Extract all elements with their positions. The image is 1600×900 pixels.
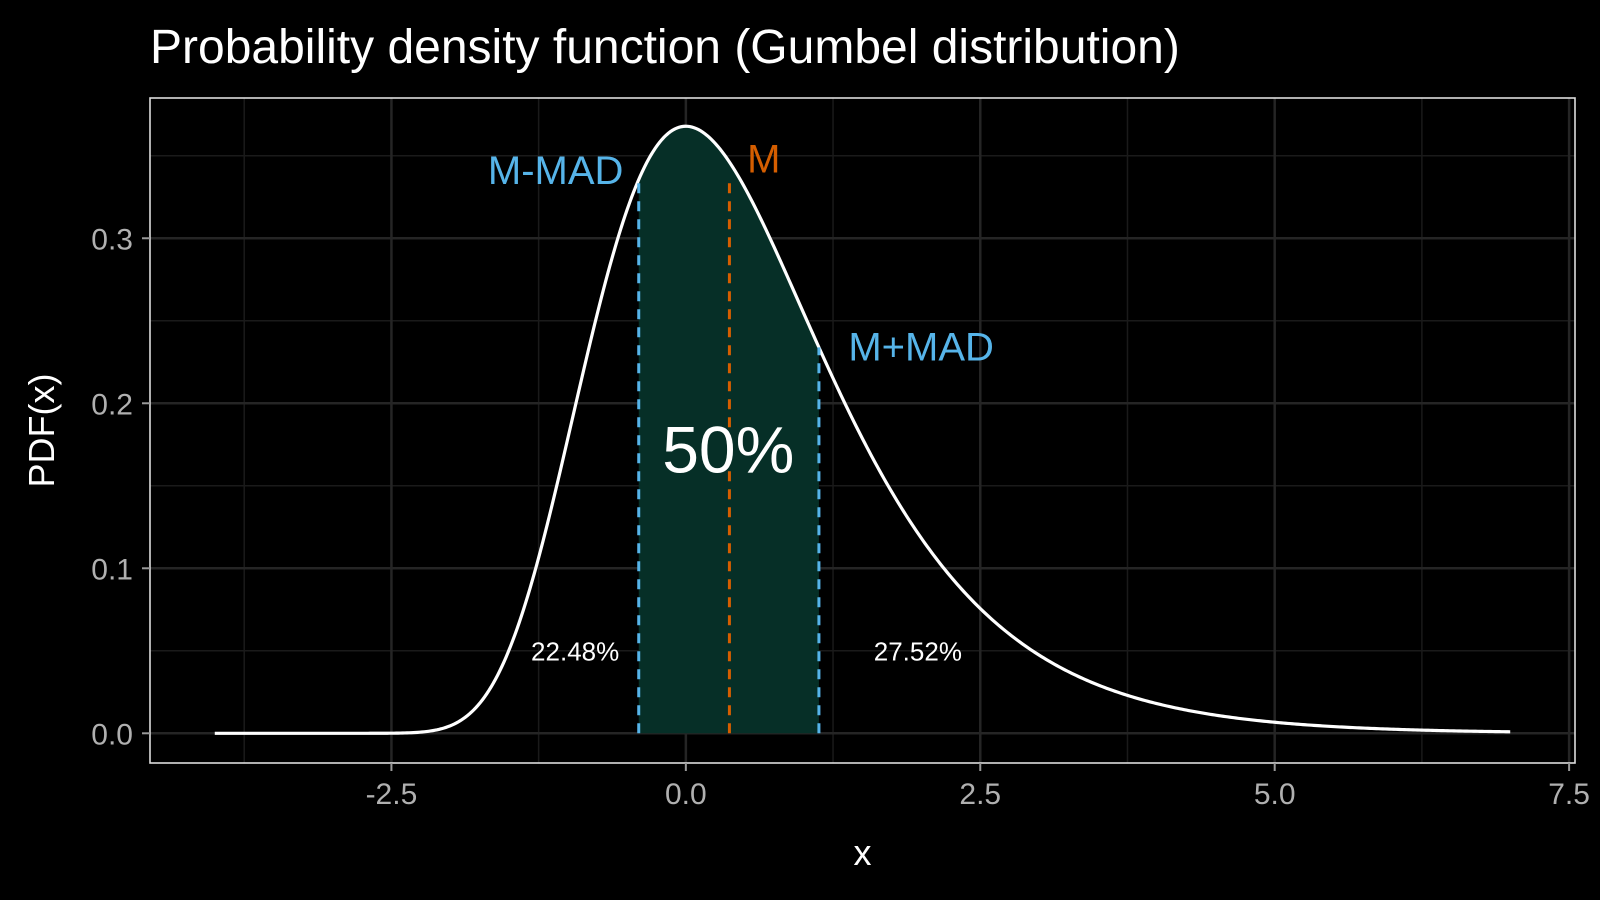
- marker-layer: [637, 182, 821, 734]
- x-tick-label: 2.5: [959, 778, 1001, 811]
- shaded-region-label: 50%: [662, 413, 794, 487]
- left-tail-label: 22.48%: [531, 637, 619, 667]
- shade-layer: [638, 126, 819, 734]
- marker-label-mplusmad: M+MAD: [848, 325, 994, 369]
- curve-layer: [214, 124, 1511, 735]
- chart-title: Probability density function (Gumbel dis…: [150, 21, 1180, 74]
- axis-layer: -2.5 0.0 2.5 5.0 7.5 0.0 0.1 0.2 0.3: [91, 223, 1590, 811]
- panel-border: [149, 97, 1576, 764]
- y-tick-label: 0.3: [91, 223, 133, 256]
- marker-label-m: M: [747, 137, 780, 181]
- right-tail-label: 27.52%: [874, 637, 962, 667]
- x-axis-title: x: [854, 832, 872, 873]
- pdf-curve: [214, 124, 1511, 735]
- x-tick-label: 7.5: [1548, 778, 1590, 811]
- grid-layer: [150, 98, 1575, 763]
- y-tick-label: 0.1: [91, 553, 133, 586]
- y-tick-label: 0.2: [91, 388, 133, 421]
- y-tick-label: 0.0: [91, 718, 133, 751]
- x-tick-label: 0.0: [665, 778, 707, 811]
- label-layer: M-MAD M M+MAD 50% 22.48% 27.52%: [488, 137, 994, 666]
- x-tick-label: -2.5: [366, 778, 418, 811]
- y-axis-title: PDF(x): [21, 374, 62, 488]
- shaded-area-50pct: [638, 126, 819, 734]
- x-tick-label: 5.0: [1254, 778, 1296, 811]
- marker-label-mminusmad: M-MAD: [488, 149, 624, 193]
